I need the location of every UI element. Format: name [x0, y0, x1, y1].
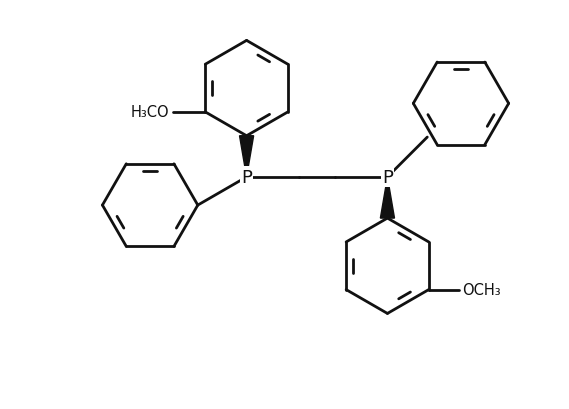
Text: H₃CO: H₃CO [131, 105, 170, 120]
Polygon shape [381, 178, 394, 218]
Text: OCH₃: OCH₃ [463, 282, 501, 297]
Polygon shape [240, 137, 254, 178]
Text: P: P [382, 169, 393, 187]
Text: P: P [241, 169, 252, 187]
